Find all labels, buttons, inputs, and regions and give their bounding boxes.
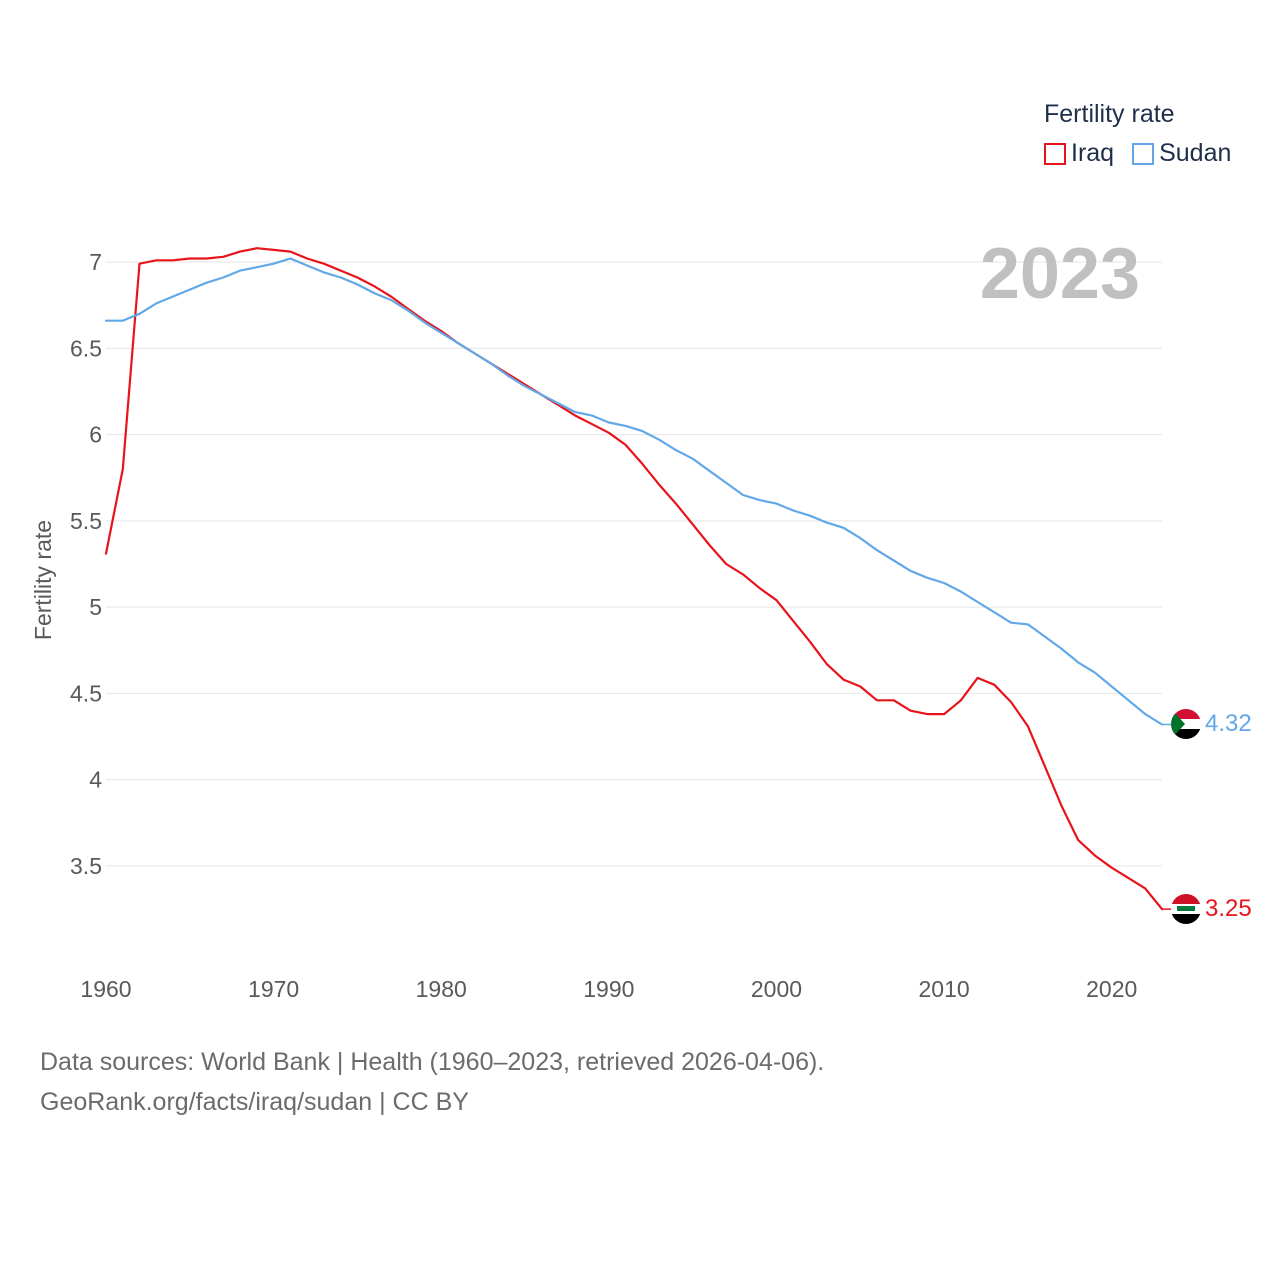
source-note: Data sources: World Bank | Health (1960–… [40, 1042, 824, 1122]
legend: Fertility rate Iraq Sudan [1044, 100, 1231, 168]
grid [106, 261, 1162, 867]
source-line-1: Data sources: World Bank | Health (1960–… [40, 1048, 825, 1076]
iraq-flag-icon [1171, 894, 1201, 924]
x-tick-label: 1980 [416, 976, 467, 1002]
x-tick-label: 1960 [80, 976, 131, 1002]
year-watermark: 2023 [980, 234, 1140, 314]
legend-item-iraq[interactable]: Iraq [1044, 139, 1114, 168]
x-tick-label: 1990 [583, 976, 634, 1002]
x-tick-label: 2020 [1086, 976, 1137, 1002]
y-tick-label: 6.5 [70, 335, 102, 361]
y-tick-label: 5 [89, 594, 102, 620]
series-line-iraq[interactable] [104, 247, 1164, 911]
y-axis-title: Fertility rate [30, 520, 56, 640]
y-tick-label: 5.5 [70, 508, 102, 534]
series-group [104, 247, 1171, 911]
x-tick-label: 2010 [919, 976, 970, 1002]
y-axis: 3.5 4 4.5 5 5.5 6 6.5 7 [70, 249, 102, 879]
y-tick-label: 4 [89, 767, 102, 793]
end-label-sudan: 4.32 [1205, 710, 1252, 737]
x-axis: 1960 1970 1980 1990 2000 2010 2020 [80, 976, 1137, 1002]
x-tick-label: 1970 [248, 976, 299, 1002]
legend-title: Fertility rate [1044, 100, 1175, 128]
legend-item-sudan[interactable]: Sudan [1132, 139, 1231, 168]
y-tick-label: 6 [89, 422, 102, 448]
legend-label-iraq: Iraq [1071, 139, 1115, 167]
sudan-flag-icon [1171, 709, 1201, 739]
x-tick-label: 2000 [751, 976, 802, 1002]
y-tick-label: 3.5 [70, 853, 102, 879]
line-chart: 3.5 4 4.5 5 5.5 6 6.5 7 1960 1970 1980 1990 2000 201… [30, 234, 1252, 1002]
legend-swatch-iraq [1044, 142, 1066, 165]
y-tick-label: 7 [89, 249, 102, 275]
series-line-sudan[interactable] [104, 257, 1164, 726]
end-label-iraq: 3.25 [1205, 895, 1252, 922]
source-line-2[interactable]: GeoRank.org/facts/iraq/sudan | CC BY [40, 1088, 469, 1116]
legend-label-sudan: Sudan [1159, 139, 1232, 167]
legend-swatch-sudan [1132, 142, 1155, 165]
legend-items: Iraq Sudan [1044, 139, 1231, 168]
y-tick-label: 4.5 [70, 680, 102, 706]
